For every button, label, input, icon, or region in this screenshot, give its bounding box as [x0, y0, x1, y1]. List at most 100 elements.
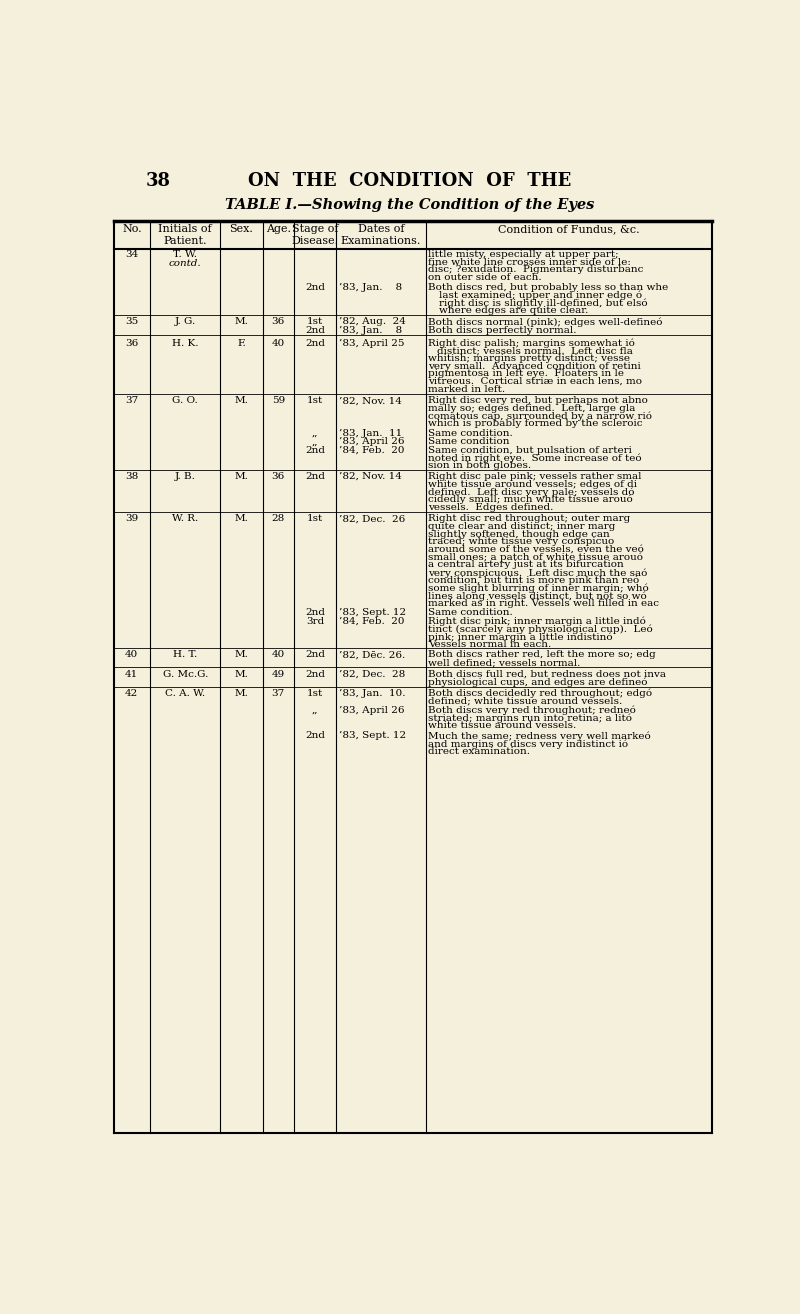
Text: 1st: 1st	[307, 514, 323, 523]
Text: 2nd: 2nd	[305, 326, 325, 335]
Text: 40: 40	[272, 339, 285, 348]
Text: Right disc red throughout; outer marg: Right disc red throughout; outer marg	[428, 514, 630, 523]
Text: Initials of
Patient.: Initials of Patient.	[158, 223, 212, 246]
Text: 28: 28	[272, 514, 285, 523]
Text: ’82, Nov. 14: ’82, Nov. 14	[338, 472, 402, 481]
Text: ’83, Jan.    8: ’83, Jan. 8	[338, 326, 402, 335]
Text: lines along vessels distinct, but not so wó: lines along vessels distinct, but not so…	[428, 591, 646, 600]
Text: white tissue around vessels; edges of di: white tissue around vessels; edges of di	[428, 480, 637, 489]
Text: little misty, especially at upper part;: little misty, especially at upper part;	[428, 250, 618, 259]
Text: 36: 36	[125, 339, 138, 348]
Text: condition, but tint is more pink than reó: condition, but tint is more pink than re…	[428, 576, 639, 585]
Text: G. Mc.G.: G. Mc.G.	[162, 670, 208, 679]
Text: M.: M.	[234, 514, 248, 523]
Text: Age.: Age.	[266, 223, 290, 234]
Text: 2nd: 2nd	[305, 670, 325, 679]
Text: 2nd: 2nd	[305, 339, 325, 348]
Text: Same condition, but pulsation of arteri: Same condition, but pulsation of arteri	[428, 445, 632, 455]
Text: small ones; a patch of white tissue arouó: small ones; a patch of white tissue arou…	[428, 553, 643, 562]
Text: contd.: contd.	[169, 259, 202, 268]
Text: ,,: ,,	[312, 438, 318, 447]
Text: Dates of
Examinations.: Dates of Examinations.	[341, 223, 421, 246]
Text: tinct (scarcely any physiological cup).  Leó: tinct (scarcely any physiological cup). …	[428, 624, 653, 633]
Text: 49: 49	[272, 670, 285, 679]
Text: defined; white tissue around vessels.: defined; white tissue around vessels.	[428, 696, 622, 706]
Text: M.: M.	[234, 472, 248, 481]
Text: sion in both globes.: sion in both globes.	[428, 461, 531, 470]
Text: ’83, April 26: ’83, April 26	[338, 438, 404, 447]
Text: 3rd: 3rd	[306, 616, 324, 625]
Text: G. O.: G. O.	[172, 397, 198, 406]
Text: and margins of discs very indistinct ió: and margins of discs very indistinct ió	[428, 738, 628, 749]
Text: marked as in right. Vessels well filled in eac: marked as in right. Vessels well filled …	[428, 599, 659, 608]
Text: very conspicuous.  Left disc much the saó: very conspicuous. Left disc much the saó	[428, 568, 647, 578]
Text: Both discs decidedly red throughout; edgó: Both discs decidedly red throughout; edg…	[428, 689, 652, 699]
Text: 37: 37	[125, 397, 138, 406]
Text: ’84, Feb.  20: ’84, Feb. 20	[338, 616, 404, 625]
Text: noted in right eye.  Some increase of teó: noted in right eye. Some increase of teó	[428, 453, 642, 463]
Text: Both discs rather red, left the more so; edg: Both discs rather red, left the more so;…	[428, 650, 655, 660]
Text: Same condition.: Same condition.	[428, 428, 513, 438]
Text: 2nd: 2nd	[305, 472, 325, 481]
Text: some slight blurring of inner margin; whó: some slight blurring of inner margin; wh…	[428, 583, 649, 593]
Text: pink; inner margin a little indistinó: pink; inner margin a little indistinó	[428, 632, 613, 641]
Text: H. K.: H. K.	[172, 339, 198, 348]
Text: 2nd: 2nd	[305, 650, 325, 660]
Text: F.: F.	[237, 339, 246, 348]
Text: Both discs very red throughout; redneó: Both discs very red throughout; redneó	[428, 706, 636, 715]
Text: cidedly small; much white tissue arouó: cidedly small; much white tissue arouó	[428, 495, 633, 505]
Text: Sex.: Sex.	[230, 223, 254, 234]
Text: vitreous.  Cortical striæ in each lens, mo: vitreous. Cortical striæ in each lens, m…	[428, 377, 642, 386]
Text: ,,: ,,	[312, 428, 318, 438]
Text: Right disc palish; margins somewhat ió: Right disc palish; margins somewhat ió	[428, 339, 634, 348]
Text: on outer side of each.: on outer side of each.	[428, 273, 542, 283]
Text: Both discs red, but probably less so than whe: Both discs red, but probably less so tha…	[428, 284, 668, 292]
Text: slightly softened, though edge can: slightly softened, though edge can	[428, 530, 610, 539]
Text: Same condition: Same condition	[428, 438, 510, 447]
Text: comatous cap, surrounded by a narrow rió: comatous cap, surrounded by a narrow rió	[428, 411, 652, 422]
Text: 1st: 1st	[307, 397, 323, 406]
Text: ON  THE  CONDITION  OF  THE: ON THE CONDITION OF THE	[248, 172, 572, 191]
Text: 34: 34	[125, 250, 138, 259]
Text: 35: 35	[125, 317, 138, 326]
Text: ’82, Dēc. 26.: ’82, Dēc. 26.	[338, 650, 405, 660]
Text: Vessels normal in each.: Vessels normal in each.	[428, 640, 551, 649]
Text: ’83, Jan.  10.: ’83, Jan. 10.	[338, 689, 406, 698]
Text: last examined; upper and inner edge ó: last examined; upper and inner edge ó	[438, 290, 642, 301]
Text: 42: 42	[125, 689, 138, 698]
Text: where edges are quite clear.: where edges are quite clear.	[438, 306, 588, 315]
Text: 1st: 1st	[307, 317, 323, 326]
Text: ’83, Sept. 12: ’83, Sept. 12	[338, 732, 406, 740]
Text: ’83, Jan.  11: ’83, Jan. 11	[338, 428, 402, 438]
Text: white tissue around vessels.: white tissue around vessels.	[428, 721, 576, 731]
Text: J. G.: J. G.	[174, 317, 196, 326]
Text: C. A. W.: C. A. W.	[165, 689, 206, 698]
Text: 2nd: 2nd	[305, 445, 325, 455]
Text: H. T.: H. T.	[173, 650, 198, 660]
Text: pigmentosa in left eye.  Floaters in le: pigmentosa in left eye. Floaters in le	[428, 369, 624, 378]
Text: 1st: 1st	[307, 689, 323, 698]
Text: 37: 37	[272, 689, 285, 698]
Text: whitish; margins pretty distinct; vesse: whitish; margins pretty distinct; vesse	[428, 353, 630, 363]
Text: defined.  Left disc very pale; vessels dó: defined. Left disc very pale; vessels dó	[428, 487, 634, 497]
Text: ’83, Sept. 12: ’83, Sept. 12	[338, 608, 406, 618]
Text: direct examination.: direct examination.	[428, 746, 530, 756]
Text: No.: No.	[122, 223, 142, 234]
Text: which is probably formed by the scleroic: which is probably formed by the scleroic	[428, 419, 642, 428]
Text: Right disc very red, but perhaps not abno: Right disc very red, but perhaps not abn…	[428, 397, 648, 406]
Text: ’83, Jan.    8: ’83, Jan. 8	[338, 284, 402, 292]
Text: 40: 40	[272, 650, 285, 660]
Text: distinct; vessels normal.  Left disc fla: distinct; vessels normal. Left disc fla	[437, 347, 633, 355]
Text: M.: M.	[234, 670, 248, 679]
Text: 2nd: 2nd	[305, 608, 325, 618]
Text: M.: M.	[234, 317, 248, 326]
Text: quite clear and distinct; inner marg: quite clear and distinct; inner marg	[428, 522, 615, 531]
Text: ’83, April 25: ’83, April 25	[338, 339, 404, 348]
Text: W. R.: W. R.	[172, 514, 198, 523]
Text: right disc is slightly ill-defined, but elsó: right disc is slightly ill-defined, but …	[438, 298, 647, 307]
Text: 40: 40	[125, 650, 138, 660]
Text: ’82, Dec.  26: ’82, Dec. 26	[338, 514, 405, 523]
Text: ’83, April 26: ’83, April 26	[338, 706, 404, 715]
Text: T. W.: T. W.	[174, 250, 198, 259]
Text: Both discs perfectly normal.: Both discs perfectly normal.	[428, 326, 576, 335]
